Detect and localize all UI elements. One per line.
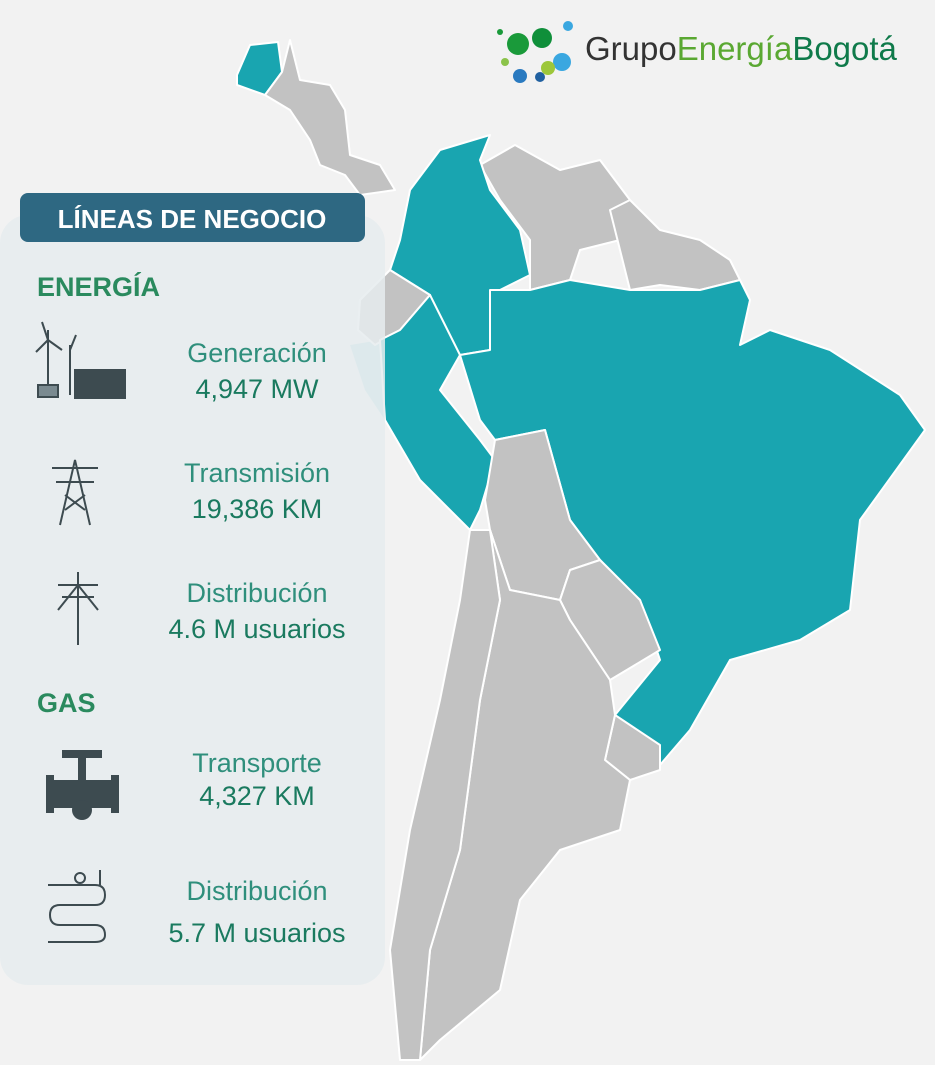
panel-header <box>20 193 365 242</box>
icon-distribution <box>57 572 99 645</box>
logo-part: Bogotá <box>792 30 897 67</box>
item-label: Distribución <box>186 876 327 906</box>
item-label: Transmisión <box>184 458 330 488</box>
icon-transport <box>46 750 119 820</box>
panel-title: LÍNEAS DE NEGOCIO <box>58 204 327 234</box>
icon-transmission <box>52 459 98 526</box>
item-value: 5.7 M usuarios <box>168 918 345 948</box>
item-label: Generación <box>187 338 327 368</box>
logo-text: GrupoEnergíaBogotá <box>585 30 898 67</box>
logo: GrupoEnergíaBogotá <box>497 21 898 83</box>
guyanas <box>609 199 741 291</box>
icon-generation <box>35 321 126 399</box>
icon-gas-distribution <box>48 870 107 943</box>
item-label: Transporte <box>192 748 322 778</box>
logo-part: Energía <box>677 30 793 67</box>
peru <box>379 294 496 531</box>
central-america <box>264 39 396 196</box>
venezuela <box>479 144 631 291</box>
item-value: 4,947 MW <box>195 374 319 404</box>
logo-part: Grupo <box>585 30 677 67</box>
item-value: 4,327 KM <box>199 781 315 811</box>
section-title: GAS <box>37 688 96 718</box>
item-label: Distribución <box>186 578 327 608</box>
item-value: 19,386 KM <box>192 494 323 524</box>
chile <box>389 529 501 1061</box>
item-value: 4.6 M usuarios <box>168 614 345 644</box>
section-title: ENERGÍA <box>37 271 160 302</box>
